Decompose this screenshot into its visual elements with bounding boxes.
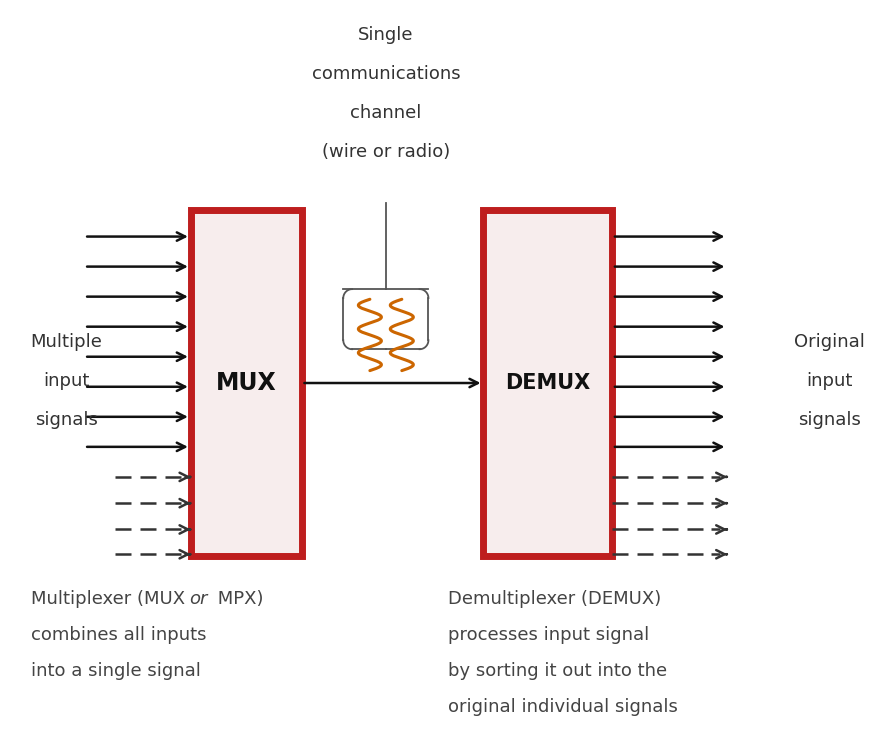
Bar <box>190 210 301 556</box>
Text: input: input <box>805 372 851 390</box>
Text: communications: communications <box>311 65 460 83</box>
Text: by sorting it out into the: by sorting it out into the <box>447 662 666 680</box>
Text: Demultiplexer (DEMUX): Demultiplexer (DEMUX) <box>447 590 660 608</box>
Text: input: input <box>43 372 89 390</box>
Text: channel: channel <box>350 104 421 122</box>
Text: Single: Single <box>358 26 413 44</box>
Text: processes input signal: processes input signal <box>447 626 649 644</box>
Text: Original: Original <box>793 333 864 351</box>
Text: combines all inputs: combines all inputs <box>31 626 206 644</box>
Text: (wire or radio): (wire or radio) <box>322 143 449 161</box>
Text: original individual signals: original individual signals <box>447 698 677 716</box>
Text: MUX: MUX <box>215 371 276 395</box>
Text: Multiplexer (MUX: Multiplexer (MUX <box>31 590 190 608</box>
Bar <box>483 210 611 556</box>
Text: signals: signals <box>797 411 859 429</box>
Text: MPX): MPX) <box>212 590 263 608</box>
Text: into a single signal: into a single signal <box>31 662 201 680</box>
Text: Multiple: Multiple <box>30 333 103 351</box>
Text: or: or <box>190 590 207 608</box>
Text: signals: signals <box>35 411 97 429</box>
Text: DEMUX: DEMUX <box>504 373 590 393</box>
